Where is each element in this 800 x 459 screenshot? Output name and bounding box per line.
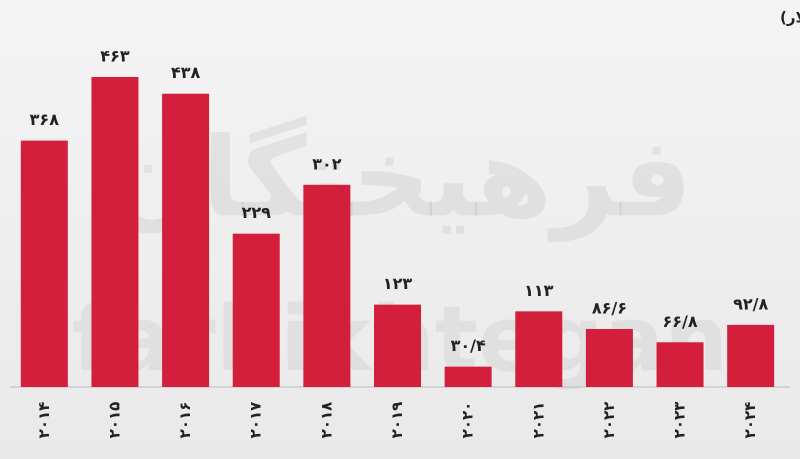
x-tick-label: ۲۰۲۴ xyxy=(741,402,759,439)
bar xyxy=(727,324,775,387)
value-label: ۳۶۸ xyxy=(30,110,60,129)
x-tick-label: ۲۰۲۲ xyxy=(600,402,618,439)
value-label: ۴۶۳ xyxy=(100,47,130,66)
bar xyxy=(20,140,68,387)
value-label: ۶۶/۸ xyxy=(662,312,697,331)
value-label: ۳۰۲ xyxy=(312,154,342,173)
bar xyxy=(162,93,210,388)
bar xyxy=(232,233,280,387)
x-tick-label: ۲۰۱۸ xyxy=(317,402,335,439)
bar xyxy=(303,184,351,387)
x-tick-label: ۲۰۱۹ xyxy=(388,402,406,439)
x-tick-label: ۲۰۲۱ xyxy=(529,402,547,439)
value-label: ۸۶/۶ xyxy=(592,299,627,318)
value-label: ۹۲/۸ xyxy=(733,294,768,313)
bar xyxy=(374,304,421,387)
value-label: ۳۰/۴ xyxy=(451,336,486,355)
x-tick-label: ۲۰۱۶ xyxy=(176,402,194,439)
x-tick-label: ۲۰۱۵ xyxy=(105,402,123,439)
chart-title: واردات آهن و فولاد اتحادیه اروپا از ایرا… xyxy=(780,9,800,28)
bar xyxy=(91,77,139,387)
x-tick-label: ۲۰۱۴ xyxy=(35,402,53,439)
x-tick-label: ۲۰۱۷ xyxy=(247,402,265,439)
value-label: ۴۳۸ xyxy=(171,63,201,82)
value-label: ۱۲۳ xyxy=(383,274,413,293)
x-tick-label: ۲۰۲۰ xyxy=(459,402,477,439)
x-tick-label: ۲۰۲۳ xyxy=(671,402,689,439)
bar xyxy=(656,342,704,387)
bar xyxy=(444,366,492,387)
value-label: ۱۱۳ xyxy=(524,281,554,300)
bar xyxy=(515,311,563,387)
value-label: ۲۲۹ xyxy=(242,203,272,222)
bar xyxy=(585,329,633,387)
